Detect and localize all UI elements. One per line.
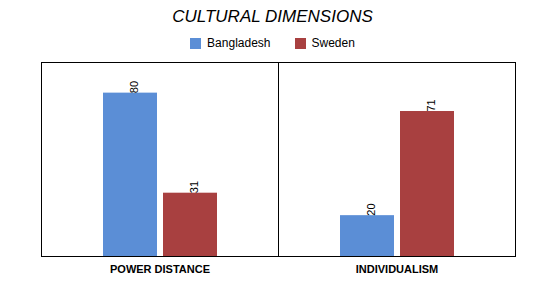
svg-text:71: 71 <box>425 99 437 111</box>
html-text:Bangladesh: Bangladesh <box>207 36 271 50</box>
svg-text:POWER DISTANCE: POWER DISTANCE <box>110 263 210 275</box>
svg-text:80: 80 <box>128 81 140 93</box>
html-text:CULTURAL DIMENSIONS: CULTURAL DIMENSIONS <box>172 7 373 26</box>
svg-text:INDIVIDUALISM: INDIVIDUALISM <box>356 263 439 275</box>
svg-text:20: 20 <box>365 203 377 215</box>
html-text:Sweden: Sweden <box>311 36 355 50</box>
svg-text:31: 31 <box>188 181 200 193</box>
